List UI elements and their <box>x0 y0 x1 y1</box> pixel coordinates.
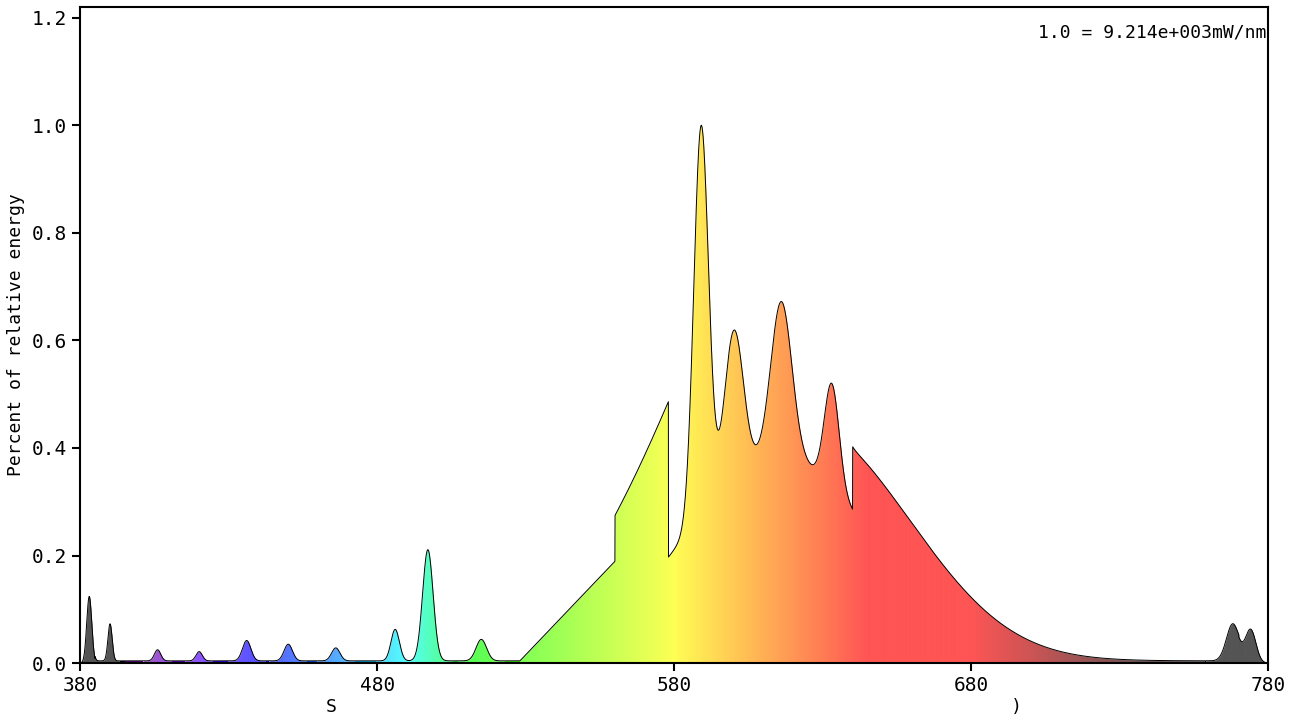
Text: 1.0 = 9.214e+003mW/nm: 1.0 = 9.214e+003mW/nm <box>1038 23 1266 41</box>
X-axis label: S                                                              ): S ) <box>326 698 1023 716</box>
Y-axis label: Percent of relative energy: Percent of relative energy <box>6 194 25 476</box>
